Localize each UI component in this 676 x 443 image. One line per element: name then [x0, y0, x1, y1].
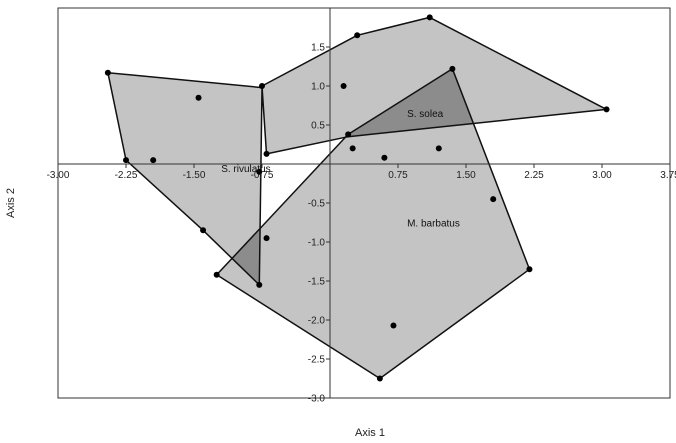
y-tick-label: -0.5	[308, 199, 326, 210]
data-point	[376, 375, 383, 382]
x-tick-label: -0.75	[251, 170, 274, 181]
data-point	[259, 83, 265, 89]
plot-frame	[57, 7, 671, 399]
data-point	[256, 281, 263, 288]
x-tick-label: 1.50	[456, 170, 476, 181]
x-tick-label: 2.25	[524, 170, 544, 181]
data-point	[354, 32, 361, 39]
x-axis-title: Axis 1	[355, 427, 385, 439]
data-point	[123, 157, 129, 164]
x-tick-label: -2.25	[115, 170, 138, 181]
data-points	[104, 14, 610, 382]
data-point	[195, 94, 202, 101]
x-tick-label: 3.75	[660, 170, 676, 181]
y-tick-label: -2.5	[308, 355, 326, 366]
axis-ticks: -3.00 -2.25 -1.50 -0.75 0.75 1.50 2.25 3.00 3.75…	[47, 43, 676, 405]
x-tick-label: -1.50	[183, 170, 206, 181]
data-point	[390, 322, 397, 329]
data-point	[150, 157, 157, 164]
y-tick-label: -1.0	[308, 238, 326, 249]
data-point	[345, 131, 352, 138]
data-point	[381, 154, 388, 161]
y-tick-label: 1.0	[311, 82, 325, 93]
data-point	[263, 235, 270, 242]
data-point	[603, 106, 610, 113]
data-point	[200, 227, 207, 234]
x-tick-label: -3.00	[47, 170, 70, 181]
data-point	[263, 150, 270, 157]
data-point	[435, 145, 442, 152]
group-label-s-solea: S. solea	[407, 109, 444, 120]
hull-outline-s-rivulatus	[107, 71, 263, 286]
overlap-s-rivulatus-m-barbatus	[232, 228, 261, 285]
group-labels: S. solea S. rivulatus M. barbatus	[221, 109, 460, 229]
data-point	[526, 266, 533, 273]
hull-m-barbatus	[216, 68, 530, 379]
y-tick-label: 1.5	[311, 43, 325, 54]
data-point	[449, 65, 456, 72]
hull-outline-m-barbatus	[215, 68, 531, 380]
hull-polygons	[107, 17, 607, 379]
y-tick-label: -3.0	[308, 394, 326, 405]
group-label-m-barbatus: M. barbatus	[407, 218, 460, 229]
data-point	[349, 145, 356, 152]
data-point	[256, 168, 263, 175]
data-point	[340, 83, 347, 89]
hull-s-rivulatus	[107, 72, 263, 285]
x-tick-label: 0.75	[388, 170, 408, 181]
y-axis-title: Axis 2	[5, 188, 17, 218]
x-tick-label: 3.00	[592, 170, 612, 181]
y-tick-label: -1.5	[308, 277, 326, 288]
overlap-s-solea-m-barbatus	[345, 68, 474, 138]
data-point	[104, 69, 111, 76]
hull-overlap-regions	[107, 16, 608, 380]
data-point	[426, 14, 433, 21]
y-tick-label: -2.0	[308, 316, 326, 327]
y-tick-label: 0.5	[311, 121, 325, 132]
data-point	[490, 196, 497, 203]
data-point	[213, 271, 220, 278]
group-label-s-rivulatus: S. rivulatus	[221, 164, 270, 175]
